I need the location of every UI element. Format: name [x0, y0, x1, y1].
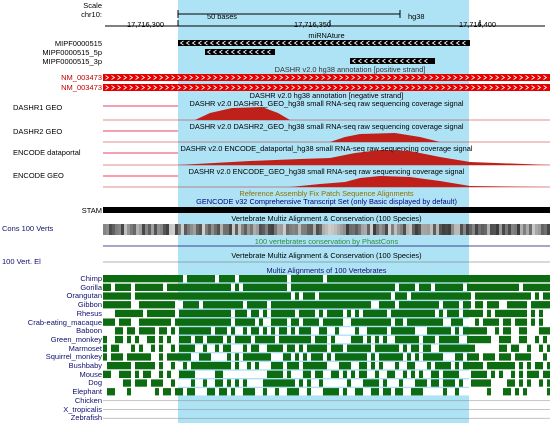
species-label-chimp[interactable]: Chimp — [80, 274, 102, 283]
dashr1-coverage[interactable] — [103, 105, 550, 121]
stam-feature[interactable] — [103, 207, 550, 213]
dashr1-label[interactable]: DASHR1 GEO — [13, 103, 63, 112]
dashr2-title: DASHR v2.0 DASHR2_GEO_hg38 small RNA-seq… — [189, 122, 464, 131]
species-row-gorilla[interactable] — [103, 283, 550, 291]
species-label-chicken[interactable]: Chicken — [74, 395, 102, 405]
mirnature-features[interactable] — [178, 40, 470, 64]
multiz-title-2: Vertebrate Multiz Alignment & Conservati… — [231, 251, 422, 260]
cons100-signal[interactable] — [103, 224, 550, 235]
species-alignment-rows[interactable] — [103, 275, 550, 419]
species-label-gibbon[interactable]: Gibbon — [77, 300, 102, 310]
species-label-bushbaby[interactable]: Bushbaby — [68, 361, 102, 370]
species-row-rhesus[interactable] — [103, 309, 550, 318]
species-label-dog[interactable]: Dog — [88, 378, 102, 388]
vert100-label[interactable]: 100 Vert. El — [2, 257, 41, 266]
position-ruler — [105, 20, 545, 27]
mirnature-label-1[interactable]: MIPF0000515 — [54, 39, 102, 48]
species-row-mouse[interactable] — [103, 370, 550, 378]
chrom-label: chr10: — [81, 10, 102, 19]
species-label-marmoset[interactable]: Marmoset — [68, 343, 102, 353]
species-label-x_tropicalis[interactable]: X_tropicalis — [63, 404, 102, 414]
dashr2-coverage[interactable] — [103, 130, 550, 143]
encode-geo-title: DASHR v2.0 ENCODE_GEO_hg38 small RNA-seq… — [188, 167, 465, 176]
refseq-label-2[interactable]: NM_003473 — [61, 83, 102, 92]
species-label-baboon[interactable]: Baboon — [76, 326, 102, 336]
species-row-orangutan[interactable] — [103, 292, 550, 300]
assembly-text: hg38 — [408, 12, 425, 21]
species-label-orangutan[interactable]: Orangutan — [66, 291, 102, 301]
species-label-gorilla[interactable]: Gorilla — [80, 282, 102, 292]
multiz-alignments-title: Multiz Alignments of 100 Vertebrates — [266, 266, 387, 275]
ruler-position-1: 17,716,300 — [127, 20, 164, 29]
scale-text: 50 bases — [207, 12, 237, 21]
phastcons-title: 100 vertebrates conservation by PhastCon… — [254, 237, 399, 246]
scale-bar — [177, 10, 401, 18]
species-label-squirrel_monkey[interactable]: Squirrel_monkey — [45, 352, 102, 362]
multiz-title-1: Vertebrate Multiz Alignment & Conservati… — [231, 214, 422, 223]
scale-label: Scale — [83, 1, 102, 10]
encode-geo-label[interactable]: ENCODE GEO — [13, 171, 64, 180]
species-row-crab-eating_macaque[interactable] — [103, 318, 550, 326]
dashr1-title: DASHR v2.0 DASHR1_GEO_hg38 small RNA-seq… — [189, 99, 464, 108]
species-row-elephant[interactable] — [103, 388, 550, 396]
mirnature-title: miRNAture — [308, 31, 345, 40]
species-row-green_monkey[interactable] — [103, 335, 550, 344]
gencode-title: GENCODE v32 Comprehensive Transcript Set… — [196, 197, 457, 206]
cons100-label[interactable]: Cons 100 Verts — [2, 224, 54, 233]
species-row-dog[interactable] — [103, 379, 550, 387]
species-label-mouse[interactable]: Mouse — [79, 369, 102, 379]
encode-portal-title: DASHR v2.0 ENCODE_dataportal_hg38 small … — [180, 144, 473, 153]
species-label-elephant[interactable]: Elephant — [72, 387, 102, 397]
encode-geo-coverage[interactable] — [103, 175, 550, 188]
species-label-rhesus[interactable]: Rhesus — [76, 308, 102, 318]
refseq-label-1[interactable]: NM_003473 — [61, 73, 102, 82]
species-label-green_monkey[interactable]: Green_monkey — [50, 334, 102, 344]
ruler-position-3: 17,716,400 — [459, 20, 496, 29]
stam-label[interactable]: STAM — [81, 206, 102, 215]
species-row-squirrel_monkey[interactable] — [103, 353, 550, 361]
species-row-marmoset[interactable] — [103, 344, 550, 352]
encode-portal-label[interactable]: ENCODE dataportal — [13, 148, 81, 157]
species-row-gibbon[interactable] — [103, 301, 550, 309]
fix-patch-title: Reference Assembly Fix Patch Sequence Al… — [239, 189, 414, 198]
species-label-crab-eating_macaque[interactable]: Crab-eating_macaque — [27, 317, 102, 327]
mirnature-label-3[interactable]: MIPF0000515_3p — [42, 57, 102, 66]
mirnature-label-2[interactable]: MIPF0000515_5p — [42, 48, 102, 57]
refseq-features[interactable] — [103, 74, 550, 91]
ruler-position-2: 17,716,350 — [294, 20, 331, 29]
dashr-annot-neg-title: DASHR v2.0 hg38 annotation [negative str… — [249, 91, 404, 100]
dashr2-label[interactable]: DASHR2 GEO — [13, 127, 63, 136]
dashr-annot-pos-title: DASHR v2.0 hg38 annotation [positive str… — [274, 65, 426, 74]
species-row-baboon[interactable] — [103, 327, 550, 335]
species-label-zebrafish[interactable]: Zebrafish — [70, 413, 102, 423]
species-row-bushbaby[interactable] — [103, 362, 550, 370]
species-row-chimp[interactable] — [103, 275, 550, 283]
encode-portal-coverage[interactable] — [103, 150, 550, 166]
